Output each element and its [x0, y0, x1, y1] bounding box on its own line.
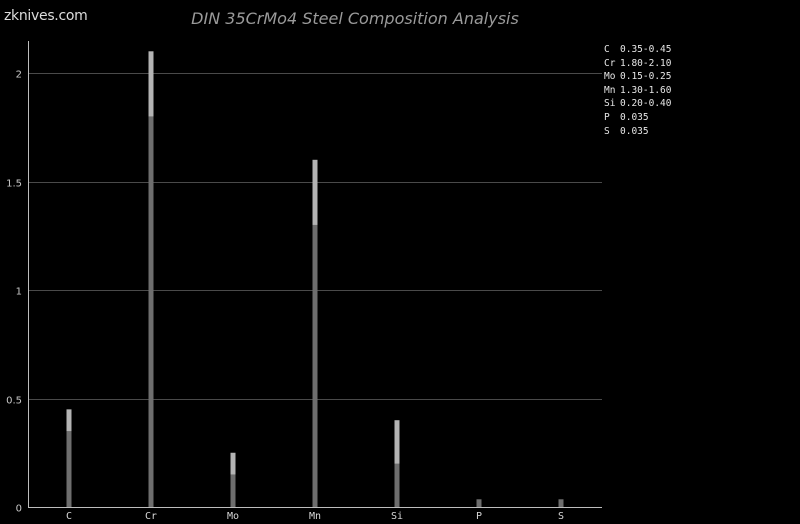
- x-tick-label-mo: Mo: [227, 511, 239, 522]
- x-tick-label-si: Si: [391, 511, 403, 522]
- legend-symbol: P: [604, 111, 610, 123]
- legend-symbol: Si: [604, 98, 616, 110]
- bar-min-s: [558, 499, 564, 507]
- x-tick-label-c: C: [66, 511, 72, 522]
- y-tick-label: 0: [16, 504, 22, 515]
- bars: [66, 51, 564, 508]
- legend-item-mn: Mn 1.30-1.60: [604, 84, 671, 98]
- bar-min-mo: [230, 474, 236, 507]
- legend-item-s: S 0.035: [604, 125, 671, 139]
- bar-min-mn: [312, 224, 318, 507]
- site-logo: zknives.com: [4, 8, 88, 24]
- x-tick-labels: C Cr Mo Mn Si P S: [66, 511, 564, 522]
- legend-symbol: S: [604, 125, 610, 137]
- legend-symbol: Mn: [604, 84, 616, 96]
- legend-item-mo: Mo 0.15-0.25: [604, 70, 671, 84]
- axes: [28, 41, 602, 508]
- legend-symbol: Cr: [604, 57, 616, 69]
- legend-range: 0.035: [620, 125, 649, 137]
- y-tick-label: 2: [16, 70, 22, 81]
- bar-min-cr: [148, 116, 154, 508]
- legend-item-si: Si 0.20-0.40: [604, 97, 671, 111]
- x-tick-label-s: S: [558, 511, 564, 522]
- legend-range: 1.80-2.10: [620, 57, 672, 69]
- bar-min-si: [394, 463, 400, 507]
- legend-range: 0.15-0.25: [620, 71, 672, 83]
- legend: C 0.35-0.45 Cr 1.80-2.10 Mo 0.15-0.25 Mn 1.30-1…: [604, 43, 671, 138]
- x-tick-label-p: P: [476, 511, 482, 522]
- legend-range: 0.035: [620, 111, 649, 123]
- legend-range: 0.35-0.45: [620, 44, 672, 55]
- y-tick-label: 0.5: [6, 396, 22, 407]
- legend-symbol: C: [604, 44, 610, 55]
- legend-item-p: P 0.035: [604, 111, 671, 125]
- legend-symbol: Mo: [604, 71, 616, 83]
- chart-title: DIN 35CrMo4 Steel Composition Analysis: [191, 9, 519, 28]
- y-tick-label: 1: [16, 287, 22, 298]
- legend-range: 0.20-0.40: [620, 98, 672, 110]
- y-tick-labels: 0 0.5 1 1.5 2: [6, 70, 22, 515]
- x-tick-label-mn: Mn: [309, 511, 321, 522]
- y-tick-label: 1.5: [6, 179, 22, 190]
- x-tick-label-cr: Cr: [145, 511, 157, 522]
- legend-range: 1.30-1.60: [620, 84, 672, 96]
- legend-item-c: C 0.35-0.45: [604, 43, 671, 57]
- bar-min-c: [66, 431, 72, 507]
- legend-item-cr: Cr 1.80-2.10: [604, 57, 671, 71]
- bar-min-p: [476, 499, 482, 507]
